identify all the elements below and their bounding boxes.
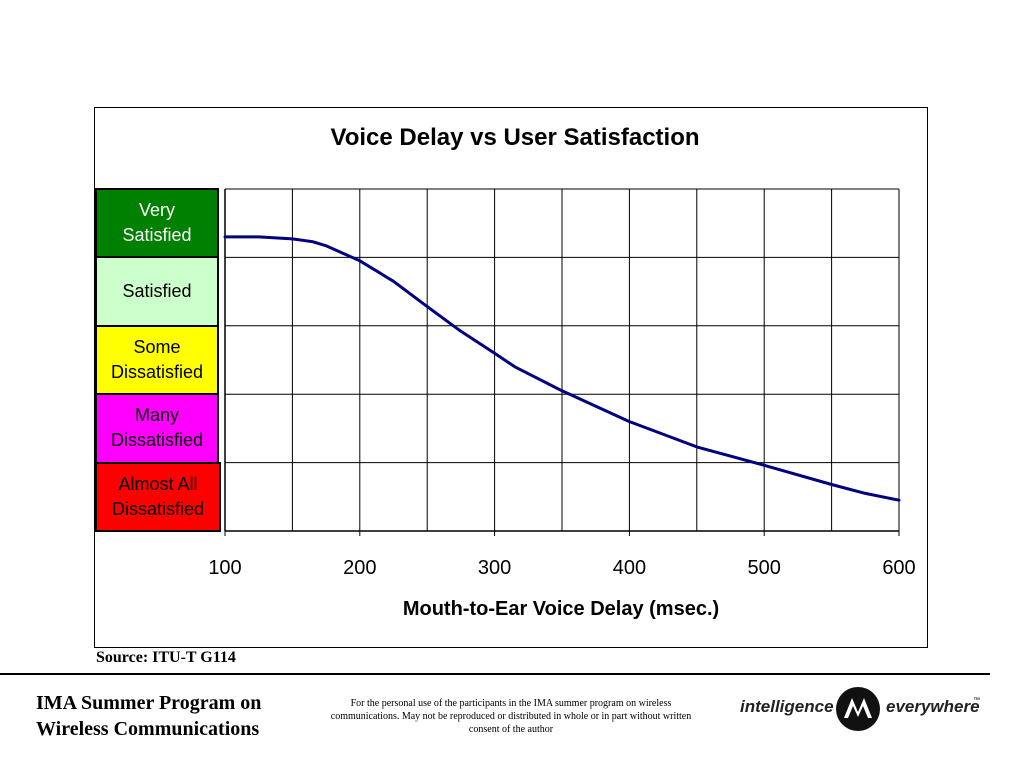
chart-plot: Voice Delay vs User Satisfaction 100 200 30… — [208, 124, 915, 620]
x-tick-label: 500 — [748, 557, 781, 579]
satisfaction-band: Many Dissatisfied — [95, 393, 219, 464]
x-axis-label: Mouth-to-Ear Voice Delay (msec.) — [403, 598, 719, 620]
satisfaction-curve — [223, 235, 901, 502]
satisfaction-band: Very Satisfied — [95, 188, 219, 259]
satisfaction-band: Some Dissatisfied — [95, 324, 219, 396]
satisfaction-band: Almost All Dissatisfied — [95, 461, 221, 532]
x-tick-label: 400 — [613, 557, 646, 579]
brand-word-right: everywhere — [886, 697, 980, 716]
x-tick-label: 200 — [343, 557, 376, 579]
x-tick-label: 600 — [882, 557, 915, 579]
brand-tagline: intelligence everywhere ™ — [738, 686, 988, 732]
source-note: Source: ITU-T G114 — [96, 649, 236, 666]
x-tick-label: 300 — [478, 557, 511, 579]
trademark-mark: ™ — [973, 697, 980, 704]
brand-word-left: intelligence — [740, 697, 834, 716]
chart-frame: Voice Delay vs User Satisfaction 100 200 30… — [94, 107, 928, 648]
chart-title: Voice Delay vs User Satisfaction — [330, 124, 699, 151]
motorola-batwing-icon — [836, 687, 880, 731]
program-title: IMA Summer Program on Wireless Communica… — [36, 692, 262, 740]
satisfaction-band: Satisfied — [95, 256, 219, 327]
disclaimer-text: For the personal use of the participants… — [330, 698, 692, 735]
x-tick-label: 100 — [208, 557, 241, 579]
footer-divider — [0, 673, 990, 675]
